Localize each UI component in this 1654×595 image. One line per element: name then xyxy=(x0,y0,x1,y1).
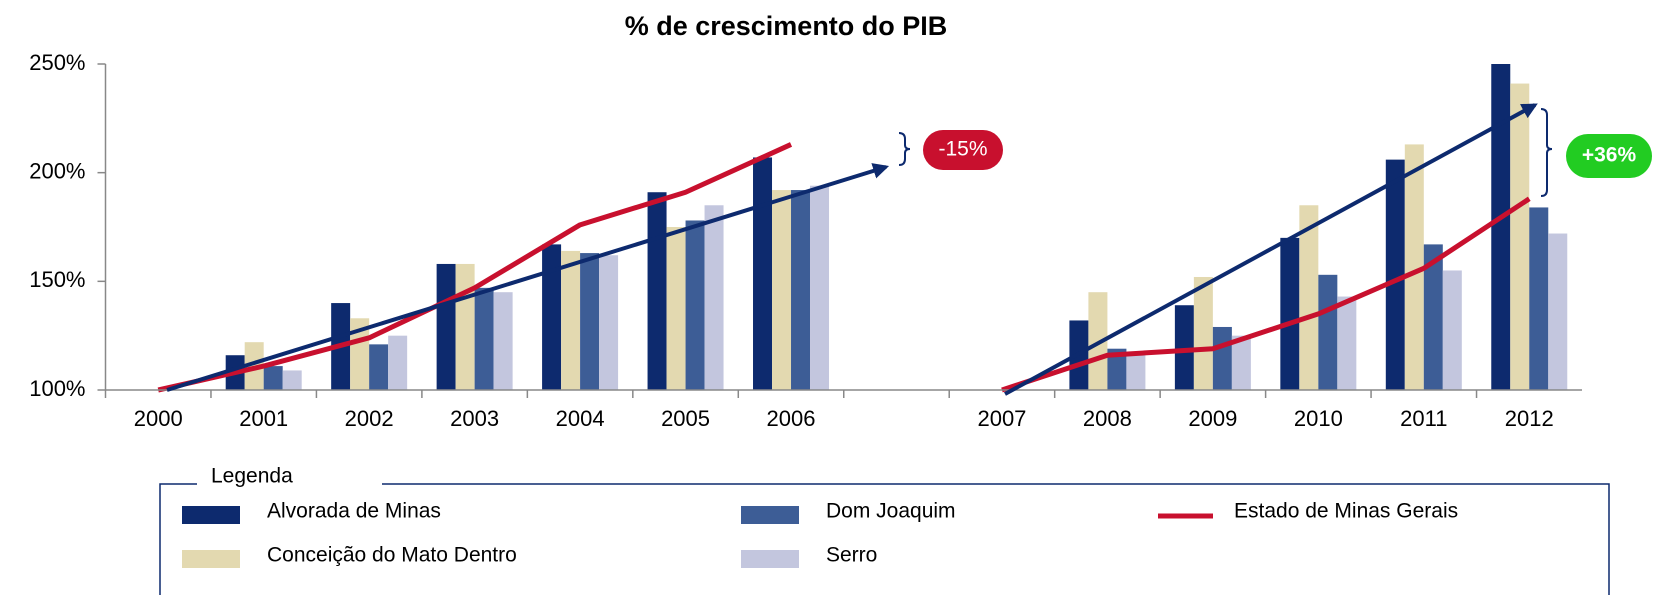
legend-label: Estado de Minas Gerais xyxy=(1234,500,1458,523)
legend-label: Conceição do Mato Dentro xyxy=(267,544,517,567)
bar xyxy=(436,263,456,390)
bar xyxy=(493,292,513,390)
bar xyxy=(1491,64,1511,390)
bar xyxy=(1107,348,1127,390)
bar xyxy=(1510,83,1530,390)
bar xyxy=(369,344,389,390)
bar xyxy=(704,205,724,390)
y-tick-label: 150% xyxy=(29,267,85,292)
bar xyxy=(753,157,773,390)
x-tick-label: 2008 xyxy=(1083,406,1132,431)
bar xyxy=(1212,326,1232,390)
bar xyxy=(474,287,494,390)
bar xyxy=(810,185,830,390)
x-tick-label: 2010 xyxy=(1294,406,1343,431)
bar xyxy=(561,250,581,390)
bar xyxy=(455,263,475,390)
x-tick-label: 2009 xyxy=(1188,406,1237,431)
bar xyxy=(647,192,667,390)
legend-swatch xyxy=(741,506,799,524)
chart-title: % de crescimento do PIB xyxy=(625,11,948,41)
bar xyxy=(350,318,370,390)
bar xyxy=(599,255,619,390)
annotation: -15% xyxy=(938,138,987,161)
x-tick-label: 2002 xyxy=(345,406,394,431)
legend-swatch xyxy=(182,506,240,524)
bar xyxy=(1280,237,1300,390)
trend-arrow xyxy=(166,163,890,392)
x-tick-label: 2012 xyxy=(1505,406,1554,431)
bar xyxy=(1126,353,1146,390)
trend-arrow xyxy=(1004,103,1538,396)
bar xyxy=(1318,274,1338,390)
x-tick-label: 2001 xyxy=(239,406,288,431)
x-tick-label: 2004 xyxy=(556,406,605,431)
annotation-badge xyxy=(923,130,1003,170)
annotation: +36% xyxy=(1582,144,1637,167)
legend-swatch xyxy=(182,550,240,568)
bracket xyxy=(1540,108,1553,197)
bar xyxy=(1174,305,1194,390)
y-tick-label: 200% xyxy=(29,158,85,183)
bar xyxy=(1423,244,1443,390)
bracket xyxy=(898,132,911,166)
x-tick-label: 2005 xyxy=(661,406,710,431)
x-tick-label: 2011 xyxy=(1400,406,1447,431)
bar xyxy=(685,220,705,390)
bar xyxy=(1231,335,1251,390)
legend-label: Dom Joaquim xyxy=(826,500,956,523)
y-tick-label: 100% xyxy=(29,376,85,401)
bar xyxy=(772,190,792,390)
bar xyxy=(542,244,562,390)
legend-title: Legenda xyxy=(211,465,293,488)
bar xyxy=(282,370,302,390)
bar xyxy=(1299,205,1319,390)
bar xyxy=(1385,159,1405,390)
bar xyxy=(1529,207,1549,390)
bar xyxy=(263,366,283,390)
bar xyxy=(1548,233,1568,390)
legend-label: Alvorada de Minas xyxy=(267,500,441,523)
bar xyxy=(791,190,811,390)
bar xyxy=(666,227,686,390)
x-tick-label: 2006 xyxy=(767,406,816,431)
bar xyxy=(1404,144,1424,390)
bar xyxy=(580,253,600,390)
bar xyxy=(388,335,408,390)
bar xyxy=(1337,296,1357,390)
bar xyxy=(1193,276,1213,390)
bar xyxy=(1442,270,1462,390)
y-tick-label: 250% xyxy=(29,50,85,75)
legend-label: Serro xyxy=(826,544,877,567)
x-tick-label: 2003 xyxy=(450,406,499,431)
x-tick-label: 2007 xyxy=(977,406,1026,431)
legend-swatch xyxy=(741,550,799,568)
line xyxy=(157,142,1531,393)
x-tick-label: 2000 xyxy=(134,406,183,431)
legend-frame xyxy=(159,483,1610,595)
annotation-badge xyxy=(1566,134,1652,178)
